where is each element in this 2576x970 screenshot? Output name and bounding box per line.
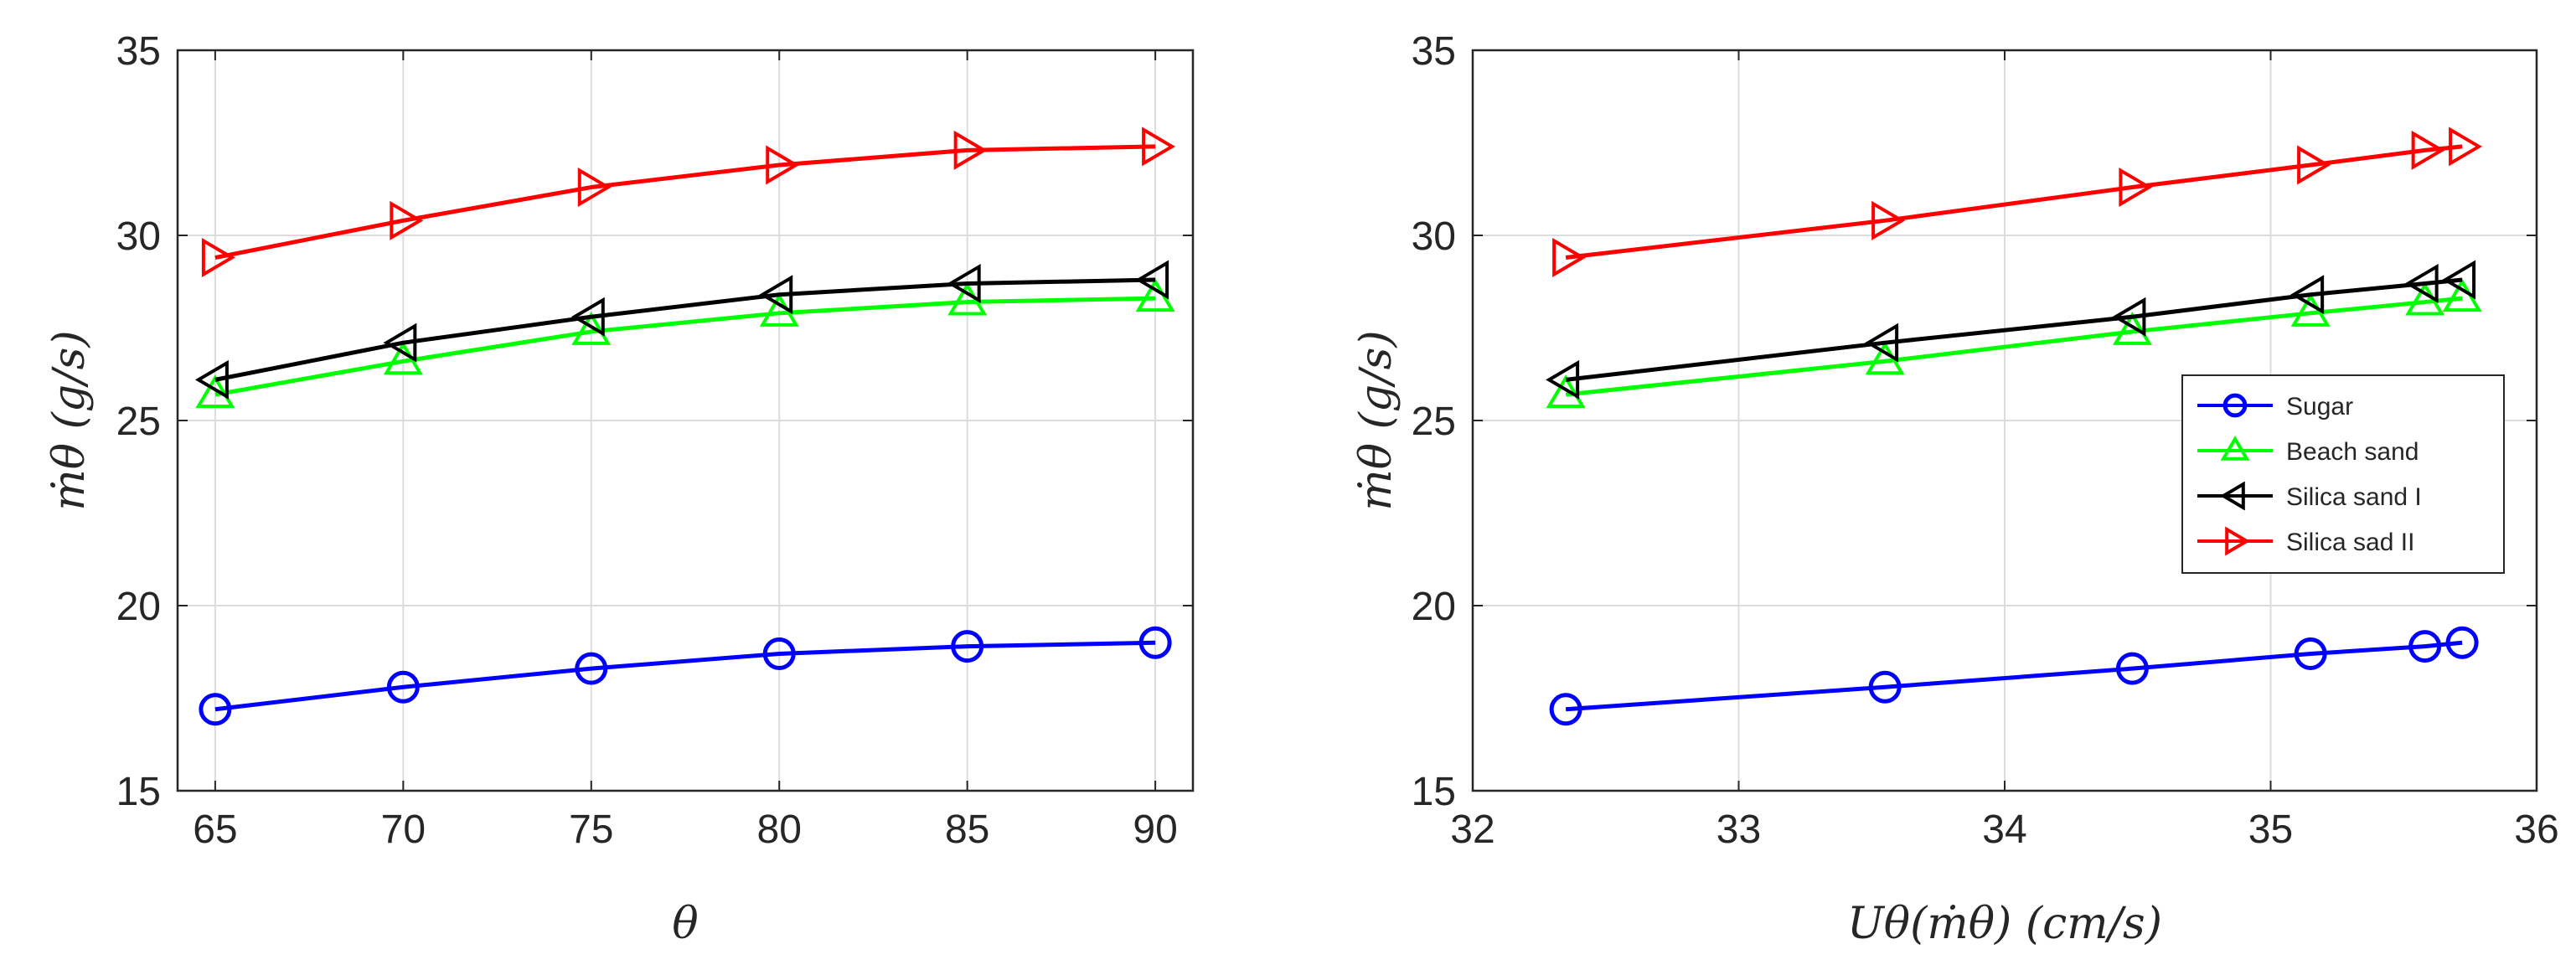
chart-mass-rate-vs-velocity: 32 33 34 35 36 15 20 25 30 35 Uθ(ṁθ) (cm/s) ṁθ (g/s… — [1351, 29, 2559, 949]
axes-box — [176, 49, 1195, 792]
y-axis-label: ṁθ (g/s) — [1351, 330, 1402, 510]
data-point-sugar — [951, 630, 984, 663]
y-tick-label: 20 — [116, 585, 161, 629]
data-point-sugar — [1138, 626, 1172, 659]
y-tick-label: 15 — [116, 770, 161, 814]
legend-marker — [2225, 526, 2250, 556]
data-point-sugar — [762, 637, 796, 670]
series-line-beach-sand — [214, 296, 1156, 397]
data-point-silica-sad-ii — [1871, 200, 1906, 240]
data-point-beach-sand — [571, 311, 612, 345]
x-axis-label: Uθ(ṁθ) (cm/s) — [1847, 899, 2162, 949]
y-tick-label: 30 — [1412, 214, 1456, 259]
x-tick-label: 36 — [2514, 807, 2558, 852]
series-line-sugar — [1565, 640, 2463, 712]
y-tick-label: 35 — [1412, 29, 1456, 74]
data-point-sugar — [575, 652, 608, 685]
y-tick-label: 25 — [116, 400, 161, 444]
x-tick-label: 33 — [1716, 807, 1761, 852]
data-point-silica-sad-ii — [577, 168, 612, 208]
data-point-silica-sand-i — [194, 359, 229, 400]
x-axis-label: θ — [672, 899, 698, 949]
data-point-silica-sad-ii — [390, 200, 424, 240]
data-point-silica-sad-ii — [2411, 130, 2445, 170]
data-point-beach-sand — [195, 374, 235, 409]
data-point-silica-sand-i — [2442, 260, 2476, 300]
data-point-sugar — [2445, 626, 2479, 659]
data-point-silica-sad-ii — [1142, 126, 1176, 167]
data-point-silica-sad-ii — [2449, 126, 2483, 167]
x-tick-label: 75 — [569, 807, 613, 852]
series-line-silica-sand-i — [214, 277, 1156, 382]
data-point-silica-sand-i — [1546, 359, 1580, 400]
data-point-silica-sad-ii — [2297, 145, 2331, 185]
data-point-silica-sad-ii — [766, 145, 800, 185]
data-point-beach-sand — [2112, 311, 2152, 345]
data-point-beach-sand — [1546, 374, 1586, 409]
axes-box — [1471, 49, 2538, 792]
data-point-sugar — [2408, 630, 2442, 663]
y-tick-label: 35 — [116, 29, 161, 74]
data-point-silica-sad-ii — [201, 238, 235, 278]
data-point-silica-sand-i — [2290, 275, 2325, 315]
x-tick-label: 70 — [381, 807, 426, 852]
legend-marker — [2222, 393, 2248, 418]
series-line-silica-sand-i — [1565, 277, 2463, 382]
series-line-silica-sad-ii — [214, 144, 1156, 260]
x-tick-label: 34 — [1982, 807, 2026, 852]
y-tick-label: 20 — [1412, 585, 1456, 629]
y-axis-label: ṁθ (g/s) — [44, 330, 95, 510]
y-tick-label: 15 — [1412, 770, 1456, 814]
data-point-silica-sand-i — [947, 263, 981, 303]
data-point-silica-sand-i — [2404, 263, 2439, 303]
x-tick-label: 32 — [1450, 807, 1494, 852]
legend-label: Silica sand I — [2286, 483, 2422, 511]
data-point-silica-sad-ii — [2119, 168, 2153, 208]
legend-marker — [2220, 436, 2250, 461]
x-tick-label: 35 — [2248, 807, 2293, 852]
legend-marker — [2220, 481, 2245, 511]
data-point-silica-sad-ii — [1552, 238, 1587, 278]
x-tick-label: 65 — [193, 807, 237, 852]
x-tick-label: 85 — [945, 807, 989, 852]
data-point-sugar — [1868, 670, 1902, 704]
x-tick-label: 80 — [757, 807, 802, 852]
data-point-sugar — [199, 693, 232, 726]
data-point-sugar — [1549, 693, 1582, 726]
legend-label: Beach sand — [2286, 438, 2419, 466]
series-line-sugar — [214, 640, 1156, 712]
chart-mass-rate-vs-angle: 65 70 75 80 85 90 15 20 25 30 35 θ ṁθ (g/s) — [44, 29, 1195, 949]
data-point-silica-sand-i — [1135, 260, 1169, 300]
data-point-sugar — [386, 670, 420, 704]
data-point-silica-sand-i — [570, 297, 605, 337]
series-line-silica-sad-ii — [1565, 144, 2463, 261]
legend-label: Silica sad II — [2286, 529, 2414, 556]
data-point-sugar — [2294, 637, 2327, 670]
data-point-sugar — [2115, 652, 2149, 685]
x-tick-label: 90 — [1133, 807, 1177, 852]
y-tick-label: 30 — [116, 214, 161, 259]
series-line-beach-sand — [1565, 296, 2463, 397]
data-point-silica-sand-i — [2112, 297, 2146, 337]
data-point-silica-sad-ii — [953, 130, 988, 170]
data-point-silica-sand-i — [759, 275, 793, 315]
legend-label: Sugar — [2286, 393, 2353, 421]
data-point-silica-sand-i — [1865, 322, 1899, 363]
data-point-silica-sand-i — [383, 322, 417, 363]
y-tick-label: 25 — [1412, 400, 1456, 444]
